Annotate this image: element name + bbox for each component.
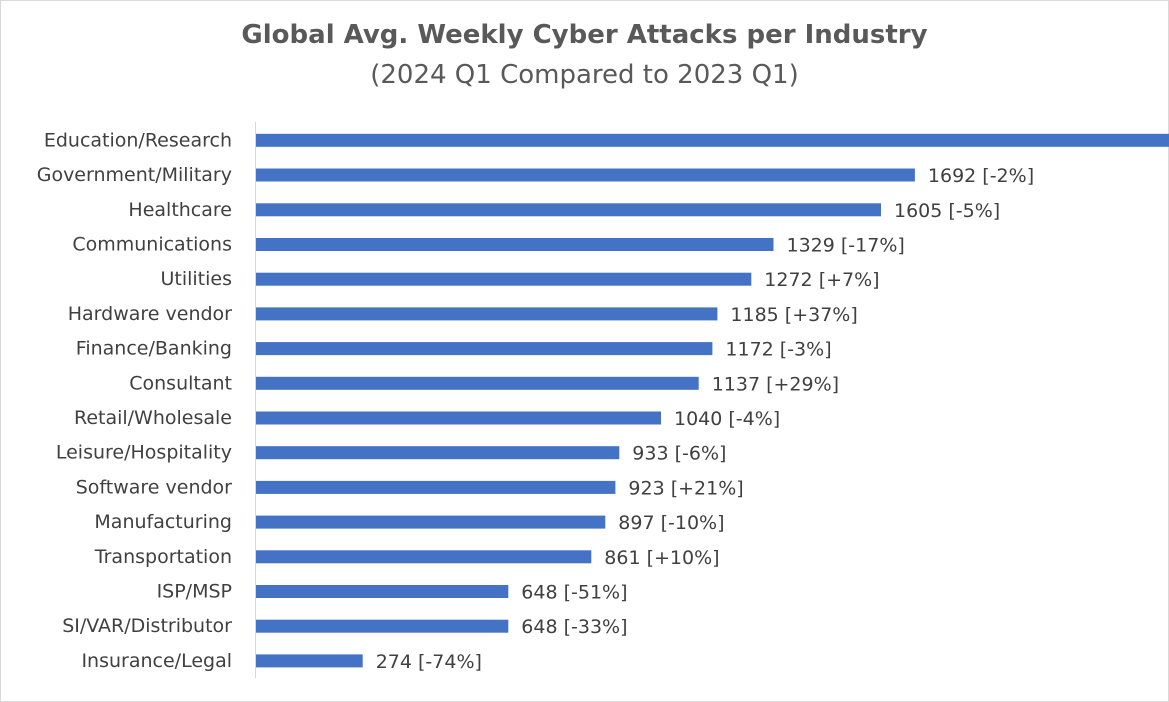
bar — [256, 238, 774, 251]
category-label: SI/VAR/Distributor — [62, 615, 232, 637]
bar — [256, 307, 718, 321]
data-label: 1137 [+29%] — [712, 373, 839, 395]
bar — [256, 272, 752, 286]
data-label: 648 [-51%] — [521, 582, 627, 604]
category-label: Software vendor — [76, 476, 232, 498]
data-label: 923 [+21%] — [628, 477, 743, 499]
data-label: 1329 [-17%] — [787, 235, 905, 257]
bar — [256, 411, 661, 425]
category-label: Consultant — [129, 372, 232, 394]
bar — [256, 585, 509, 598]
bar — [256, 168, 915, 182]
data-label: 1040 [-4%] — [674, 408, 780, 430]
bar — [256, 515, 606, 529]
bar — [256, 342, 713, 356]
data-label: 933 [-6%] — [632, 443, 726, 465]
category-label: Finance/Banking — [76, 338, 232, 360]
bars-group — [256, 133, 1169, 668]
data-label: 861 [+10%] — [604, 547, 719, 569]
category-label: Insurance/Legal — [81, 650, 232, 672]
bar — [256, 619, 509, 633]
bar — [256, 550, 592, 564]
data-label: 1185 [+37%] — [730, 304, 857, 326]
chart-subtitle: (2024 Q1 Compared to 2023 Q1) — [370, 60, 799, 90]
category-label: Education/Research — [44, 129, 232, 151]
data-labels-group: 2454 [-2%]1692 [-2%]1605 [-5%]1329 [-17%… — [376, 165, 1034, 673]
bar — [256, 203, 881, 217]
data-label: 1172 [-3%] — [725, 339, 831, 361]
category-label: Utilities — [160, 268, 232, 290]
bar — [256, 446, 620, 460]
category-label: Hardware vendor — [68, 303, 232, 325]
category-labels-group: Education/Research Government/Military Hea… — [37, 129, 232, 672]
bar — [256, 480, 616, 494]
category-label: Leisure/Hospitality — [56, 442, 232, 464]
category-label: Retail/Wholesale — [74, 407, 232, 429]
category-label: Healthcare — [128, 199, 232, 221]
category-label: Manufacturing — [94, 511, 232, 533]
data-label: 1692 [-2%] — [928, 165, 1034, 187]
category-label: Government/Military — [37, 164, 232, 186]
category-label: Transportation — [94, 546, 232, 568]
data-label: 1272 [+7%] — [764, 269, 879, 291]
data-label: 897 [-10%] — [618, 512, 724, 534]
bar — [256, 376, 699, 390]
data-label: 274 [-74%] — [376, 651, 482, 673]
data-label: 648 [-33%] — [521, 616, 627, 638]
category-label: Communications — [72, 234, 232, 256]
category-label: ISP/MSP — [157, 581, 232, 603]
bar — [256, 654, 363, 668]
chart-title: Global Avg. Weekly Cyber Attacks per Ind… — [241, 20, 928, 50]
bar — [256, 133, 1169, 147]
data-label: 1605 [-5%] — [894, 200, 1000, 222]
